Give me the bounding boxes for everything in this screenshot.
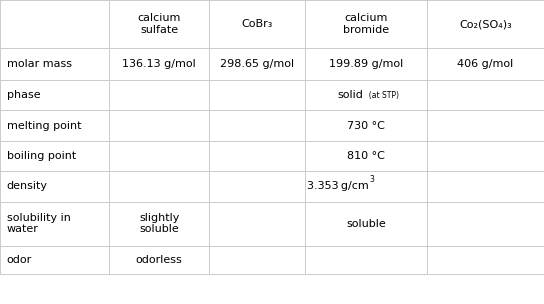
Text: melting point: melting point: [7, 121, 81, 130]
Text: 810 °C: 810 °C: [347, 151, 385, 161]
Text: 730 °C: 730 °C: [347, 121, 385, 130]
Text: solid: solid: [337, 90, 363, 100]
Text: molar mass: molar mass: [7, 59, 71, 69]
Text: slightly
soluble: slightly soluble: [139, 213, 180, 234]
Text: odorless: odorless: [136, 255, 182, 264]
Text: density: density: [7, 181, 47, 191]
Text: 3: 3: [370, 175, 374, 184]
Text: calcium
bromide: calcium bromide: [343, 13, 389, 35]
Text: boiling point: boiling point: [7, 151, 76, 161]
Text: 199.89 g/mol: 199.89 g/mol: [329, 59, 403, 69]
Text: phase: phase: [7, 90, 40, 100]
Text: solubility in
water: solubility in water: [7, 213, 70, 234]
Text: CoBr₃: CoBr₃: [242, 19, 273, 29]
Text: Co₂(SO₄)₃: Co₂(SO₄)₃: [459, 19, 512, 29]
Text: odor: odor: [7, 255, 32, 264]
Text: (at STP): (at STP): [364, 91, 399, 100]
Text: 406 g/mol: 406 g/mol: [458, 59, 514, 69]
Text: calcium
sulfate: calcium sulfate: [138, 13, 181, 35]
Text: 3.353 g/cm: 3.353 g/cm: [307, 181, 369, 191]
Text: 298.65 g/mol: 298.65 g/mol: [220, 59, 294, 69]
Text: soluble: soluble: [346, 219, 386, 229]
Text: 136.13 g/mol: 136.13 g/mol: [122, 59, 196, 69]
